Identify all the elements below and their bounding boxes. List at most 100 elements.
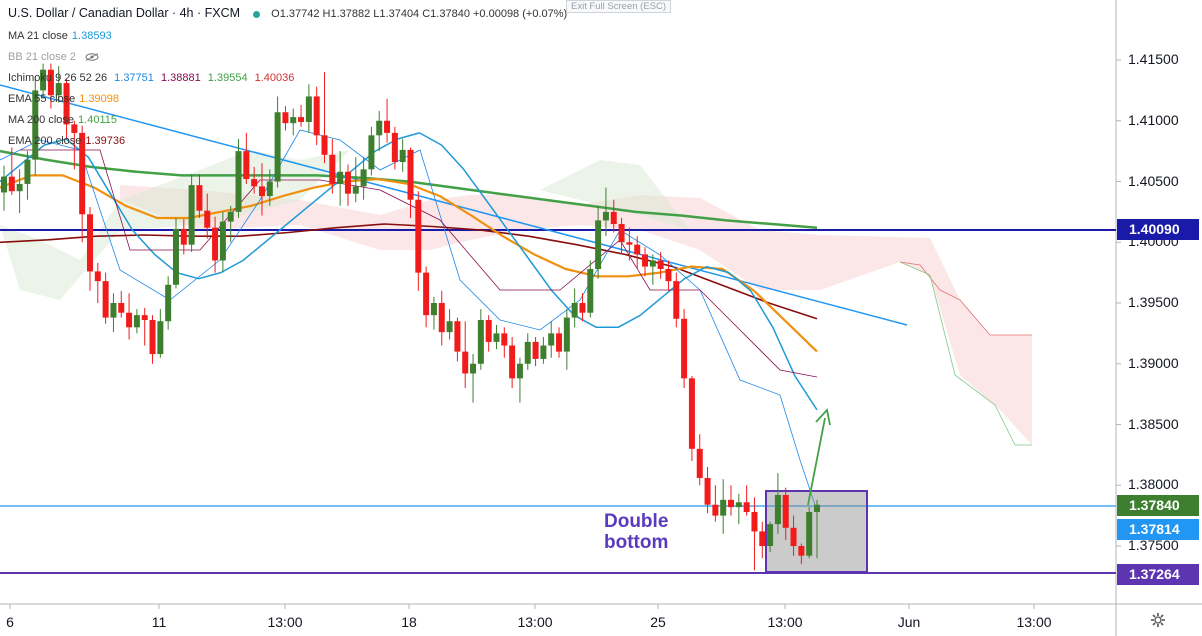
candle-body	[305, 96, 312, 122]
time-tick-label: 13:00	[767, 614, 803, 630]
candle-body	[337, 171, 344, 184]
candle-body	[634, 244, 641, 255]
candle-body	[587, 268, 594, 313]
legend-ma21[interactable]: MA 21 close 1.38593	[8, 30, 112, 42]
time-tick-label: 13:00	[267, 614, 303, 630]
candle-body	[728, 499, 735, 508]
price-tag-last: 1.37840	[1117, 495, 1199, 516]
candle-body	[133, 315, 140, 328]
candle-body	[571, 303, 578, 318]
candle-body	[212, 227, 219, 261]
candle-body	[344, 171, 351, 194]
candle-body	[157, 321, 164, 355]
candle-body	[391, 132, 398, 163]
ichimoku-span-b	[899, 261, 1032, 336]
candle-body	[767, 524, 774, 546]
candle-body	[227, 211, 234, 222]
candle-body	[532, 341, 539, 359]
candle-body	[243, 151, 250, 180]
legend-ichimoku-label: Ichimoku 9 26 52 26	[8, 72, 108, 84]
tenkan-line	[0, 129, 816, 506]
candle-body	[16, 183, 23, 192]
exit-fullscreen-button[interactable]: Exit Full Screen (ESC)	[566, 0, 672, 13]
candle-body	[735, 502, 742, 508]
legend-ma200[interactable]: MA 200 close 1.40115	[8, 114, 117, 126]
candle-body	[814, 504, 820, 512]
legend-ichimoku-v1: 1.37751	[114, 72, 154, 84]
legend-ema200[interactable]: EMA 200 close 1.39736	[8, 135, 125, 147]
candle-body	[172, 228, 179, 285]
settings-gear-icon[interactable]	[1150, 612, 1166, 628]
candle-body	[321, 135, 328, 155]
candle-body	[743, 502, 750, 512]
price-tick-label: 1.41000	[1128, 111, 1179, 128]
candle-body	[462, 351, 469, 374]
candle-body	[141, 315, 148, 321]
legend-ichimoku-v2: 1.38881	[160, 72, 201, 84]
candle-body	[24, 159, 31, 184]
candle-body	[618, 224, 625, 243]
candle-body	[673, 281, 680, 319]
candle-body	[360, 169, 367, 187]
candle-body	[681, 318, 688, 379]
candle-body	[40, 69, 47, 91]
price-tick-label: 1.38000	[1128, 476, 1179, 493]
symbol-title[interactable]: U.S. Dollar / Canadian Dollar · 4h · FXC…	[8, 6, 241, 20]
candle-body	[329, 154, 336, 184]
time-tick-label: 6	[6, 614, 14, 630]
price-tag-support: 1.37264	[1117, 564, 1199, 585]
candle-body	[540, 345, 547, 359]
candle-body	[579, 303, 586, 313]
candle-body	[86, 214, 93, 272]
candle-body	[665, 268, 672, 282]
candle-body	[626, 242, 633, 245]
hidden-eye-icon[interactable]	[85, 53, 99, 62]
candle-body	[407, 149, 414, 200]
candle-body	[516, 363, 523, 379]
plot-area	[0, 0, 1116, 604]
candle-body	[266, 181, 273, 197]
candle-body	[790, 527, 797, 546]
candle-body	[688, 378, 695, 449]
time-tick-label: 13:00	[1016, 614, 1052, 630]
legend-ichimoku[interactable]: Ichimoku 9 26 52 26 1.37751 1.38881 1.39…	[8, 72, 294, 84]
candle-body	[118, 303, 125, 313]
ohlc-readout: O1.37742 H1.37882 L1.37404 C1.37840 +0.0…	[271, 8, 568, 20]
candle-body	[642, 254, 649, 267]
candle-body	[71, 124, 78, 133]
legend-ema200-label: EMA 200 close	[8, 135, 82, 147]
candle-body	[595, 220, 602, 269]
candle-body	[47, 69, 54, 96]
candle-body	[485, 320, 492, 342]
candle-body	[524, 341, 531, 364]
candle-body	[759, 531, 766, 546]
candle-body	[32, 90, 39, 160]
time-tick-label: Jun	[897, 614, 921, 630]
price-tick-label: 1.38500	[1128, 415, 1179, 432]
kijun-line	[20, 149, 818, 378]
legend-bb21-label: BB 21 close 2	[8, 51, 76, 63]
candle-body	[696, 448, 703, 478]
legend-ichimoku-v4: 1.40036	[254, 72, 295, 84]
ichimoku-cloud	[120, 185, 1032, 445]
price-tick-label: 1.37500	[1128, 537, 1179, 553]
candle-body	[493, 333, 500, 342]
candle-body	[548, 333, 555, 346]
legend-bb21[interactable]: BB 21 close 2	[8, 51, 99, 63]
candle-body	[806, 511, 813, 556]
candle-body	[376, 120, 383, 136]
candle-body	[399, 149, 406, 163]
candle-body	[704, 477, 711, 505]
candle-body	[110, 303, 117, 318]
price-tick-label: 1.39000	[1128, 354, 1179, 371]
candle-body	[563, 317, 570, 352]
candle-body	[602, 211, 609, 221]
legend-ichimoku-v3: 1.39554	[207, 72, 248, 84]
projection-arrow	[807, 417, 826, 506]
legend-ema200-value: 1.39736	[85, 135, 126, 147]
legend-ema55[interactable]: EMA 55 close 1.39098	[8, 93, 119, 105]
time-tick-label: 11	[151, 614, 167, 630]
candle-body	[219, 221, 226, 261]
candle-body	[274, 112, 281, 182]
